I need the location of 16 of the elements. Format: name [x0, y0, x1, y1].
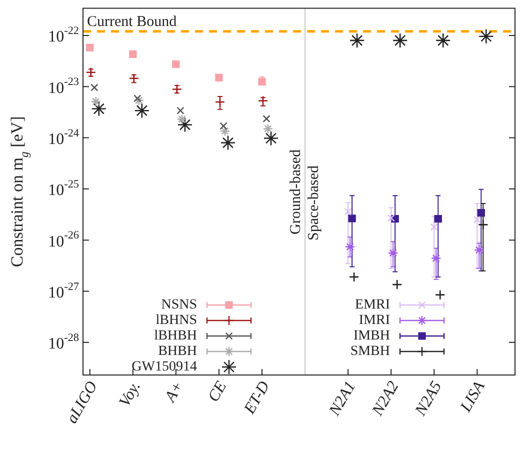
x-tick-label: Voy.: [116, 378, 144, 410]
legend-label: SMBH: [350, 344, 390, 360]
legend-label: GW150914: [132, 360, 197, 375]
legend-label: IMBH: [353, 328, 390, 344]
legend-label: lBHNS: [156, 313, 197, 328]
ref-line-label: Current Bound: [87, 14, 178, 30]
annotation: Ground-based: [288, 149, 304, 234]
annotation: Space-based: [306, 165, 322, 240]
y-axis-title: Constraint on mg [eV]: [7, 116, 31, 268]
x-tick-label: CE: [205, 378, 230, 405]
x-tick-label: A+: [162, 378, 188, 406]
legend-label: IMRI: [358, 313, 390, 328]
legend-label: lBHBH: [154, 328, 197, 344]
legend-label: BHBH: [158, 344, 197, 360]
legend-label: NSNS: [161, 298, 197, 313]
legend-label: EMRI: [355, 298, 390, 313]
